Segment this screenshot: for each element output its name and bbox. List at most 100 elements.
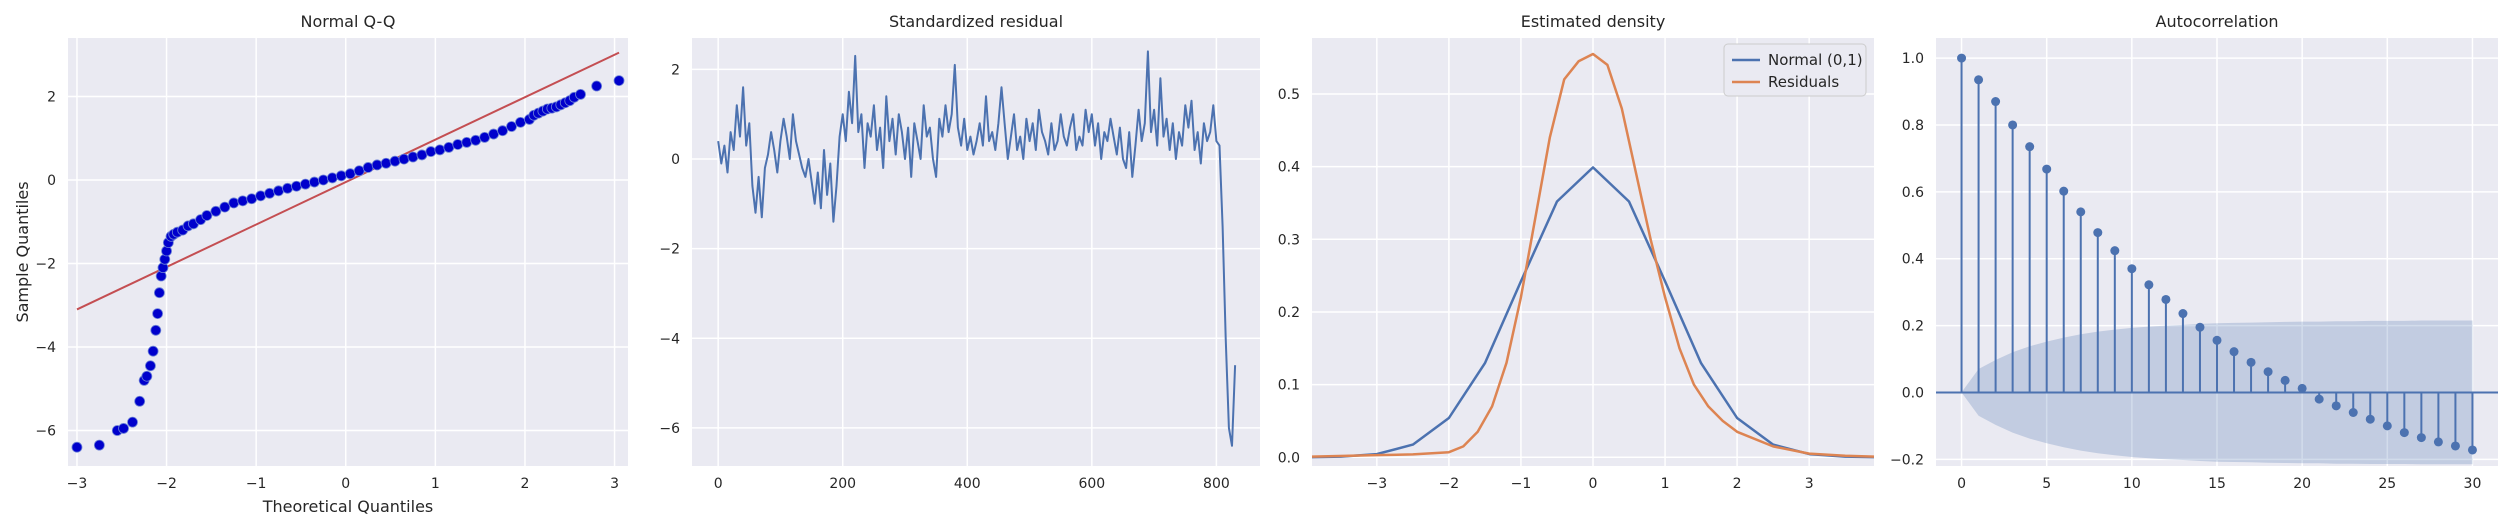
acf-marker xyxy=(2467,445,2477,455)
qq-y-tick-label: −6 xyxy=(35,424,56,440)
qq-point xyxy=(150,324,162,336)
acf-panel: 0 5 10 15 20 25 30 −0.2 0.0 0.2 0.4 0.6 0.8 1.0 Autoco… xyxy=(1890,12,2498,492)
acf-marker xyxy=(2076,207,2086,217)
qq-point xyxy=(145,360,156,372)
acf-marker xyxy=(1974,75,1984,85)
acf-marker xyxy=(2450,441,2460,451)
qq-point xyxy=(380,157,392,169)
acf-marker xyxy=(2331,401,2341,411)
qq-point xyxy=(479,131,491,143)
qq-point xyxy=(300,178,311,190)
qq-point xyxy=(344,168,356,180)
density-y-tick-label: 0.4 xyxy=(1278,160,1300,176)
acf-y-tick-label: −0.2 xyxy=(1890,452,1924,468)
acf-marker xyxy=(1991,97,2001,107)
density-y-tick-label: 0.1 xyxy=(1278,378,1300,394)
qq-point xyxy=(389,155,401,167)
density-title: Estimated density xyxy=(1521,12,1666,31)
qq-point xyxy=(134,395,146,407)
qq-point xyxy=(152,308,164,319)
density-y-tick-label: 0.5 xyxy=(1278,87,1300,103)
qq-point xyxy=(515,116,526,128)
acf-x-tick-label: 15 xyxy=(2208,476,2226,492)
acf-marker xyxy=(2025,142,2035,152)
qq-point xyxy=(575,88,586,100)
qq-point xyxy=(613,75,625,86)
acf-marker xyxy=(2195,322,2205,332)
acf-x-tick-label: 0 xyxy=(1957,476,1966,492)
qq-y-tick-label: 0 xyxy=(47,173,56,189)
qq-plot-area xyxy=(68,38,628,466)
acf-marker xyxy=(2382,421,2392,431)
qq-point xyxy=(228,197,240,209)
qq-point xyxy=(416,149,428,161)
qq-point xyxy=(264,187,276,199)
acf-marker xyxy=(2127,264,2137,274)
acf-y-tick-label: 0.0 xyxy=(1902,385,1924,401)
qq-point xyxy=(210,205,222,217)
resid-x-tick-label: 400 xyxy=(954,476,981,492)
qq-y-tick-label: −4 xyxy=(35,340,56,356)
acf-y-tick-label: 0.2 xyxy=(1902,319,1924,335)
acf-marker xyxy=(1957,53,1967,63)
qq-x-tick-label: 2 xyxy=(520,476,529,492)
acf-x-tick-label: 10 xyxy=(2123,476,2141,492)
acf-marker xyxy=(2178,309,2188,319)
qq-point xyxy=(201,210,213,221)
qq-point xyxy=(461,136,473,148)
resid-panel: 0 200 400 600 800 −6 −4 −2 0 2 Standardized residu… xyxy=(659,12,1260,492)
qq-x-axis-label: Theoretical Quantiles xyxy=(262,497,434,516)
acf-y-tick-label: 1.0 xyxy=(1902,51,1924,67)
qq-x-tick-label: 3 xyxy=(610,476,619,492)
acf-x-tick-label: 20 xyxy=(2293,476,2311,492)
density-x-tick-label: −2 xyxy=(1439,476,1460,492)
qq-x-tick-label: −3 xyxy=(67,476,88,492)
qq-x-tick-label: 0 xyxy=(341,476,350,492)
qq-y-tick-label: 2 xyxy=(47,89,56,105)
acf-marker xyxy=(2229,347,2239,357)
acf-y-tick-label: 0.8 xyxy=(1902,118,1924,134)
density-legend: Normal (0,1) Residuals xyxy=(1723,43,1867,97)
acf-marker xyxy=(2110,246,2120,256)
qq-point xyxy=(147,345,159,357)
qq-y-tick-label: −2 xyxy=(35,256,56,272)
qq-point xyxy=(470,134,482,146)
density-x-tick-label: −1 xyxy=(1511,476,1532,492)
acf-marker xyxy=(2348,408,2358,417)
acf-marker xyxy=(2314,394,2324,404)
resid-x-tick-label: 200 xyxy=(829,476,856,492)
resid-y-tick-label: −6 xyxy=(659,421,680,437)
acf-marker xyxy=(2059,186,2069,196)
qq-point xyxy=(273,185,284,197)
acf-x-tick-label: 30 xyxy=(2464,476,2482,492)
resid-x-tick-label: 600 xyxy=(1078,476,1105,492)
acf-marker xyxy=(2246,357,2256,367)
density-y-tick-label: 0.3 xyxy=(1278,232,1300,248)
qq-point xyxy=(425,146,437,157)
acf-marker xyxy=(2042,164,2052,174)
qq-point xyxy=(93,439,105,451)
acf-marker xyxy=(2399,428,2409,438)
qq-point xyxy=(398,153,410,165)
resid-y-tick-label: −4 xyxy=(659,331,680,347)
qq-point xyxy=(71,441,83,453)
qq-point xyxy=(118,423,129,434)
qq-point xyxy=(506,121,517,132)
resid-title: Standardized residual xyxy=(889,12,1063,31)
density-x-tick-label: 0 xyxy=(1589,476,1598,492)
qq-point xyxy=(246,193,258,205)
acf-title: Autocorrelation xyxy=(2156,12,2279,31)
resid-y-tick-label: 2 xyxy=(671,62,680,78)
density-x-tick-label: 3 xyxy=(1805,476,1814,492)
qq-point xyxy=(407,151,419,163)
acf-marker xyxy=(2263,367,2273,377)
acf-marker xyxy=(2093,228,2103,238)
qq-point xyxy=(434,144,446,156)
qq-point xyxy=(488,128,500,140)
density-x-tick-label: 2 xyxy=(1733,476,1742,492)
qq-point xyxy=(282,182,293,194)
legend-entry: Residuals xyxy=(1768,73,1839,91)
qq-x-tick-label: −2 xyxy=(156,476,177,492)
qq-point xyxy=(497,125,508,137)
